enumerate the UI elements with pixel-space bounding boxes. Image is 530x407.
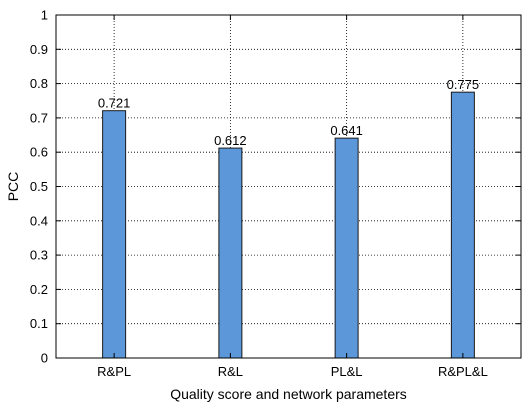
bar-3 <box>335 138 358 358</box>
y-tick-label: 1 <box>41 8 48 23</box>
x-axis-label: Quality score and network parameters <box>170 386 407 402</box>
y-axis-label: PCC <box>5 172 21 202</box>
y-tick-label: 0 <box>41 351 48 366</box>
x-tick-label: R&PL&L <box>438 364 488 379</box>
bars <box>103 92 475 358</box>
x-tick-label: R&L <box>218 364 243 379</box>
x-tick-label: R&PL <box>97 364 131 379</box>
bar-2 <box>219 148 242 358</box>
bar-value-label: 0.612 <box>214 133 247 148</box>
bar-value-label: 0.721 <box>98 96 131 111</box>
y-tick-label: 0.3 <box>30 248 48 263</box>
y-tick-label: 0.4 <box>30 213 48 228</box>
y-tick-label: 0.6 <box>30 145 48 160</box>
y-tick-label: 0.2 <box>30 282 48 297</box>
y-tick-label: 0.8 <box>30 76 48 91</box>
bar-value-label: 0.775 <box>447 77 480 92</box>
y-tick-label: 0.9 <box>30 42 48 57</box>
y-tick-label: 0.1 <box>30 316 48 331</box>
bar-1 <box>103 111 126 358</box>
bar-4 <box>451 92 474 358</box>
x-tick-label: PL&L <box>331 364 363 379</box>
data-labels: 0.721 0.612 0.641 0.775 <box>98 77 479 148</box>
y-tick-label: 0.7 <box>30 110 48 125</box>
y-tick-label: 0.5 <box>30 179 48 194</box>
bar-value-label: 0.641 <box>330 123 363 138</box>
